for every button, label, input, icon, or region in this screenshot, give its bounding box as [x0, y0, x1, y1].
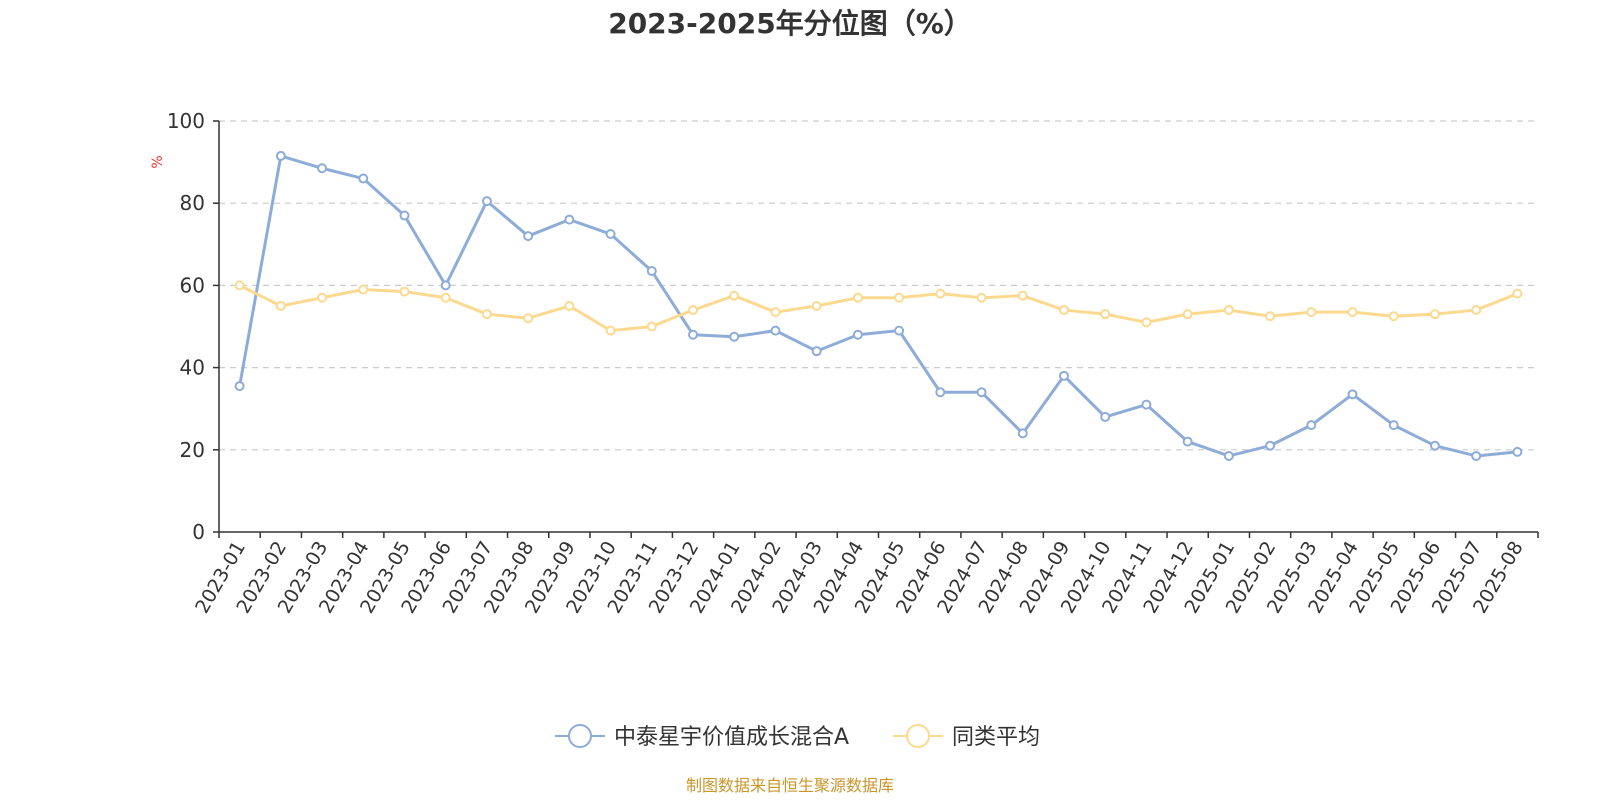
data-point — [605, 325, 616, 336]
y-tick-label: 0 — [192, 520, 205, 544]
data-point — [976, 292, 987, 303]
legend-item-2[interactable]: 同类平均 — [893, 724, 1040, 750]
data-point — [317, 292, 328, 303]
data-point — [1058, 305, 1069, 316]
data-point — [275, 300, 286, 311]
legend-item-1[interactable]: 中泰星宇价值成长混合A — [555, 724, 849, 750]
data-point — [564, 214, 575, 225]
y-axis-label: % — [150, 155, 166, 168]
data-point — [358, 284, 369, 295]
data-point — [729, 331, 740, 342]
data-point — [399, 286, 410, 297]
chart-title: 2023-2025年分位图（%） — [608, 7, 972, 40]
data-point — [1100, 411, 1111, 422]
source-note: 制图数据来自恒生聚源数据库 — [686, 776, 894, 795]
data-point — [1141, 317, 1152, 328]
legend-marker-icon — [906, 724, 930, 748]
data-point — [399, 210, 410, 221]
data-point — [729, 290, 740, 301]
data-point — [811, 300, 822, 311]
data-point — [1512, 446, 1523, 457]
legend-label: 中泰星宇价值成长混合A — [614, 725, 849, 750]
data-point — [1512, 288, 1523, 299]
data-point — [1429, 440, 1440, 451]
data-point — [770, 325, 781, 336]
data-point — [1347, 389, 1358, 400]
data-point — [1347, 307, 1358, 318]
data-point — [1058, 370, 1069, 381]
data-point — [1182, 436, 1193, 447]
data-point — [852, 329, 863, 340]
y-tick-labels: 0 20 40 60 80 100 — [167, 109, 205, 544]
data-point — [1388, 311, 1399, 322]
data-point — [234, 381, 245, 392]
data-point — [935, 387, 946, 398]
data-point — [1141, 399, 1152, 410]
data-point — [1429, 309, 1440, 320]
y-tick-label: 20 — [180, 438, 205, 462]
data-point — [1265, 440, 1276, 451]
data-point — [894, 325, 905, 336]
data-point — [811, 346, 822, 357]
data-point — [1471, 450, 1482, 461]
data-point — [523, 231, 534, 242]
data-point — [1223, 450, 1234, 461]
data-point — [1306, 420, 1317, 431]
legend-label: 同类平均 — [952, 725, 1040, 750]
data-point — [1223, 305, 1234, 316]
series-line — [238, 284, 1518, 333]
data-point — [646, 321, 657, 332]
data-point — [852, 292, 863, 303]
data-point — [1017, 290, 1028, 301]
axes — [213, 120, 1539, 538]
data-point — [605, 229, 616, 240]
data-point — [358, 173, 369, 184]
x-tick-labels: 2023-012023-022023-032023-042023-052023-… — [191, 538, 1528, 618]
data-point — [1388, 420, 1399, 431]
data-point — [234, 280, 245, 291]
data-point — [440, 280, 451, 291]
data-point — [523, 313, 534, 324]
data-point — [688, 305, 699, 316]
legend: 中泰星宇价值成长混合A 同类平均 — [555, 724, 1040, 750]
y-tick-label: 60 — [180, 273, 205, 297]
y-tick-label: 40 — [180, 356, 205, 380]
data-point — [688, 329, 699, 340]
data-point — [481, 196, 492, 207]
data-point — [317, 163, 328, 174]
data-point — [646, 266, 657, 277]
data-point — [564, 300, 575, 311]
data-point — [1182, 309, 1193, 320]
gridlines — [219, 120, 1538, 451]
data-point — [1100, 309, 1111, 320]
legend-marker-icon — [568, 724, 592, 748]
data-point — [770, 307, 781, 318]
data-point — [1265, 311, 1276, 322]
data-point — [1017, 428, 1028, 439]
y-tick-label: 100 — [167, 109, 205, 133]
data-point — [1306, 307, 1317, 318]
data-point — [894, 292, 905, 303]
series-1 — [234, 150, 1523, 461]
series-line — [238, 154, 1518, 458]
data-point — [275, 150, 286, 161]
y-tick-label: 80 — [180, 191, 205, 215]
data-point — [976, 387, 987, 398]
data-point — [1471, 305, 1482, 316]
data-point — [440, 292, 451, 303]
series-2 — [234, 280, 1523, 336]
data-point — [935, 288, 946, 299]
data-point — [481, 309, 492, 320]
series-group — [234, 150, 1523, 461]
